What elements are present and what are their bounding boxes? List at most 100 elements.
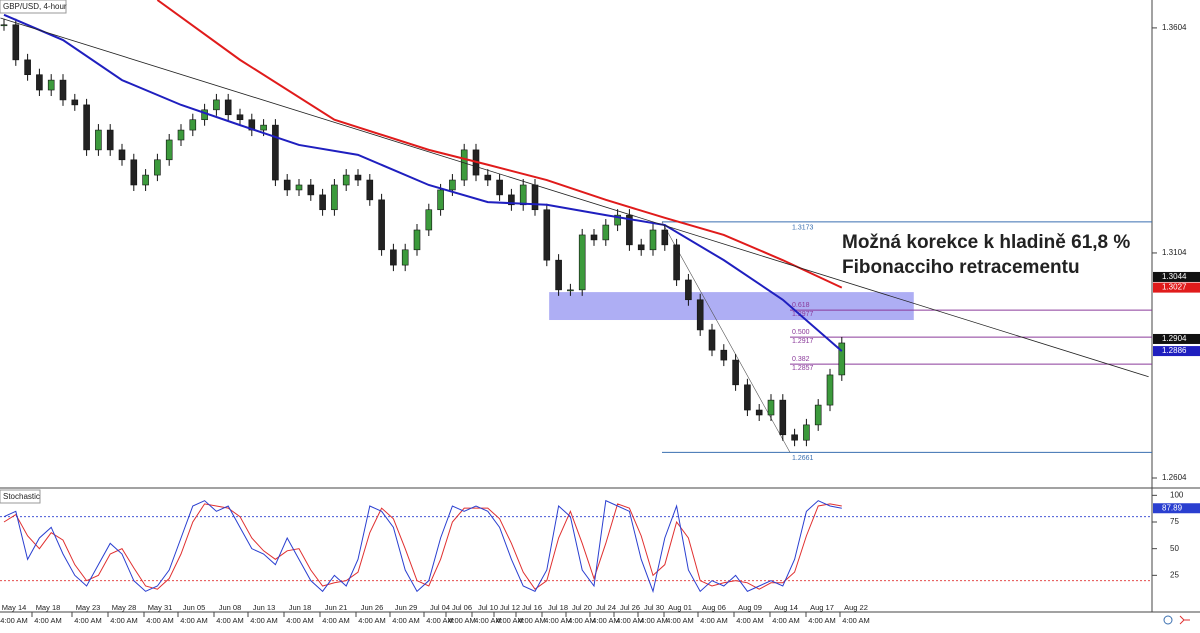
last-price-box <box>1153 271 1200 282</box>
x-tick-label: Jul 20 <box>572 603 592 612</box>
time-label: 4:00 AM <box>74 616 102 625</box>
time-label: 4:00 AM <box>180 616 208 625</box>
time-label: 4:00 AM <box>110 616 138 625</box>
time-label: 4:00 AM <box>426 616 454 625</box>
x-tick-label: May 18 <box>36 603 61 612</box>
candle-body <box>307 184 315 196</box>
time-label: 4:00 AM <box>518 616 546 625</box>
candle-body <box>189 119 197 131</box>
candle-body <box>720 349 728 361</box>
stoch-tick-label: 100 <box>1170 490 1184 499</box>
candle-body <box>142 174 149 186</box>
time-label: 4:00 AM <box>808 616 836 625</box>
stoch-line <box>3 503 842 590</box>
fib-price: 1.2661 <box>792 455 814 462</box>
candle-body <box>12 24 20 61</box>
time-label: 4:00 AM <box>0 616 28 625</box>
x-tick-label: May 23 <box>76 603 101 612</box>
candle-body <box>331 184 338 211</box>
candle-body <box>791 434 798 441</box>
time-label: 4:00 AM <box>358 616 386 625</box>
candle-body <box>283 179 291 191</box>
x-tick-label: Jun 08 <box>219 603 242 612</box>
time-label: 4:00 AM <box>616 616 644 625</box>
annotation: Možná korekce k hladině 61,8 % <box>842 232 1130 253</box>
candle-body <box>567 289 574 292</box>
candle-body <box>177 129 185 141</box>
candle-body <box>437 189 444 211</box>
candle-body <box>319 194 326 211</box>
stoch-last-label: 87.89 <box>1162 503 1183 512</box>
candle-body <box>519 184 527 206</box>
candle-body <box>484 174 492 181</box>
candle-body <box>767 399 775 416</box>
candle-body <box>803 424 810 441</box>
time-label: 4:00 AM <box>544 616 572 625</box>
candle-body <box>779 399 787 436</box>
candle-body <box>71 99 79 106</box>
candle-body <box>165 139 173 161</box>
candle-body <box>543 209 551 261</box>
candle-body <box>118 149 126 161</box>
time-label: 4:00 AM <box>474 616 502 625</box>
toolbar-icons[interactable] <box>1163 615 1190 625</box>
stoch-tick-label: 50 <box>1170 544 1179 553</box>
candle-body <box>637 244 645 251</box>
time-label: 4:00 AM <box>772 616 800 625</box>
candle-body <box>390 249 397 266</box>
candle-body <box>590 234 598 241</box>
candle-body <box>366 179 374 201</box>
candle-body <box>460 149 468 181</box>
fib-price: 1.3173 <box>792 225 814 232</box>
x-tick-label: Aug 17 <box>810 603 834 612</box>
last-ma-box <box>1153 346 1200 357</box>
last-ma-label: 1.2886 <box>1162 346 1187 355</box>
candle-body <box>260 124 267 131</box>
x-tick-label: Jul 06 <box>452 603 472 612</box>
candle-body <box>272 124 279 181</box>
x-tick-label: May 14 <box>2 603 27 612</box>
time-label: 4:00 AM <box>568 616 596 625</box>
candle-body <box>696 299 704 331</box>
fib-price: 1.2857 <box>792 365 814 372</box>
candle-body <box>661 229 669 246</box>
stoch-tick-label: 25 <box>1170 570 1179 579</box>
candle-body <box>154 159 161 176</box>
stoch-line <box>3 499 842 594</box>
demand-zone <box>549 292 914 321</box>
last-price-label: 1.3044 <box>1162 272 1187 281</box>
candle-body <box>378 199 385 251</box>
x-tick-label: Jul 12 <box>500 603 520 612</box>
candle-body <box>732 359 739 386</box>
candle-body <box>814 404 822 426</box>
time-label: 4:00 AM <box>34 616 62 625</box>
x-tick-label: Aug 06 <box>702 603 726 612</box>
candle-body <box>449 179 456 191</box>
candle-body <box>213 99 220 111</box>
candle-body <box>531 184 539 211</box>
moving-average <box>3 13 843 352</box>
chart-title: GBP/USD, 4-hour <box>3 2 67 11</box>
candle-body <box>649 229 657 251</box>
annotation: Fibonacciho retracementu <box>842 257 1080 278</box>
x-tick-label: Jun 13 <box>253 603 276 612</box>
x-tick-label: Aug 22 <box>844 603 868 612</box>
candle-body <box>224 99 232 116</box>
stoch-last-box <box>1153 503 1200 514</box>
x-tick-label: Jun 05 <box>183 603 206 612</box>
moving-average <box>156 0 843 289</box>
candle-body <box>106 129 114 151</box>
last-price-box <box>1153 333 1200 344</box>
candle-body <box>708 329 716 351</box>
x-tick-label: Aug 09 <box>738 603 762 612</box>
x-tick-label: Jun 26 <box>361 603 384 612</box>
candle-body <box>673 244 680 281</box>
x-tick-label: Jul 10 <box>478 603 498 612</box>
candle-body <box>83 104 90 151</box>
time-label: 4:00 AM <box>322 616 350 625</box>
candle-body <box>496 179 503 196</box>
candle-body <box>59 79 67 101</box>
x-tick-label: Jun 29 <box>395 603 418 612</box>
candle-body <box>354 174 362 181</box>
time-label: 4:00 AM <box>146 616 174 625</box>
